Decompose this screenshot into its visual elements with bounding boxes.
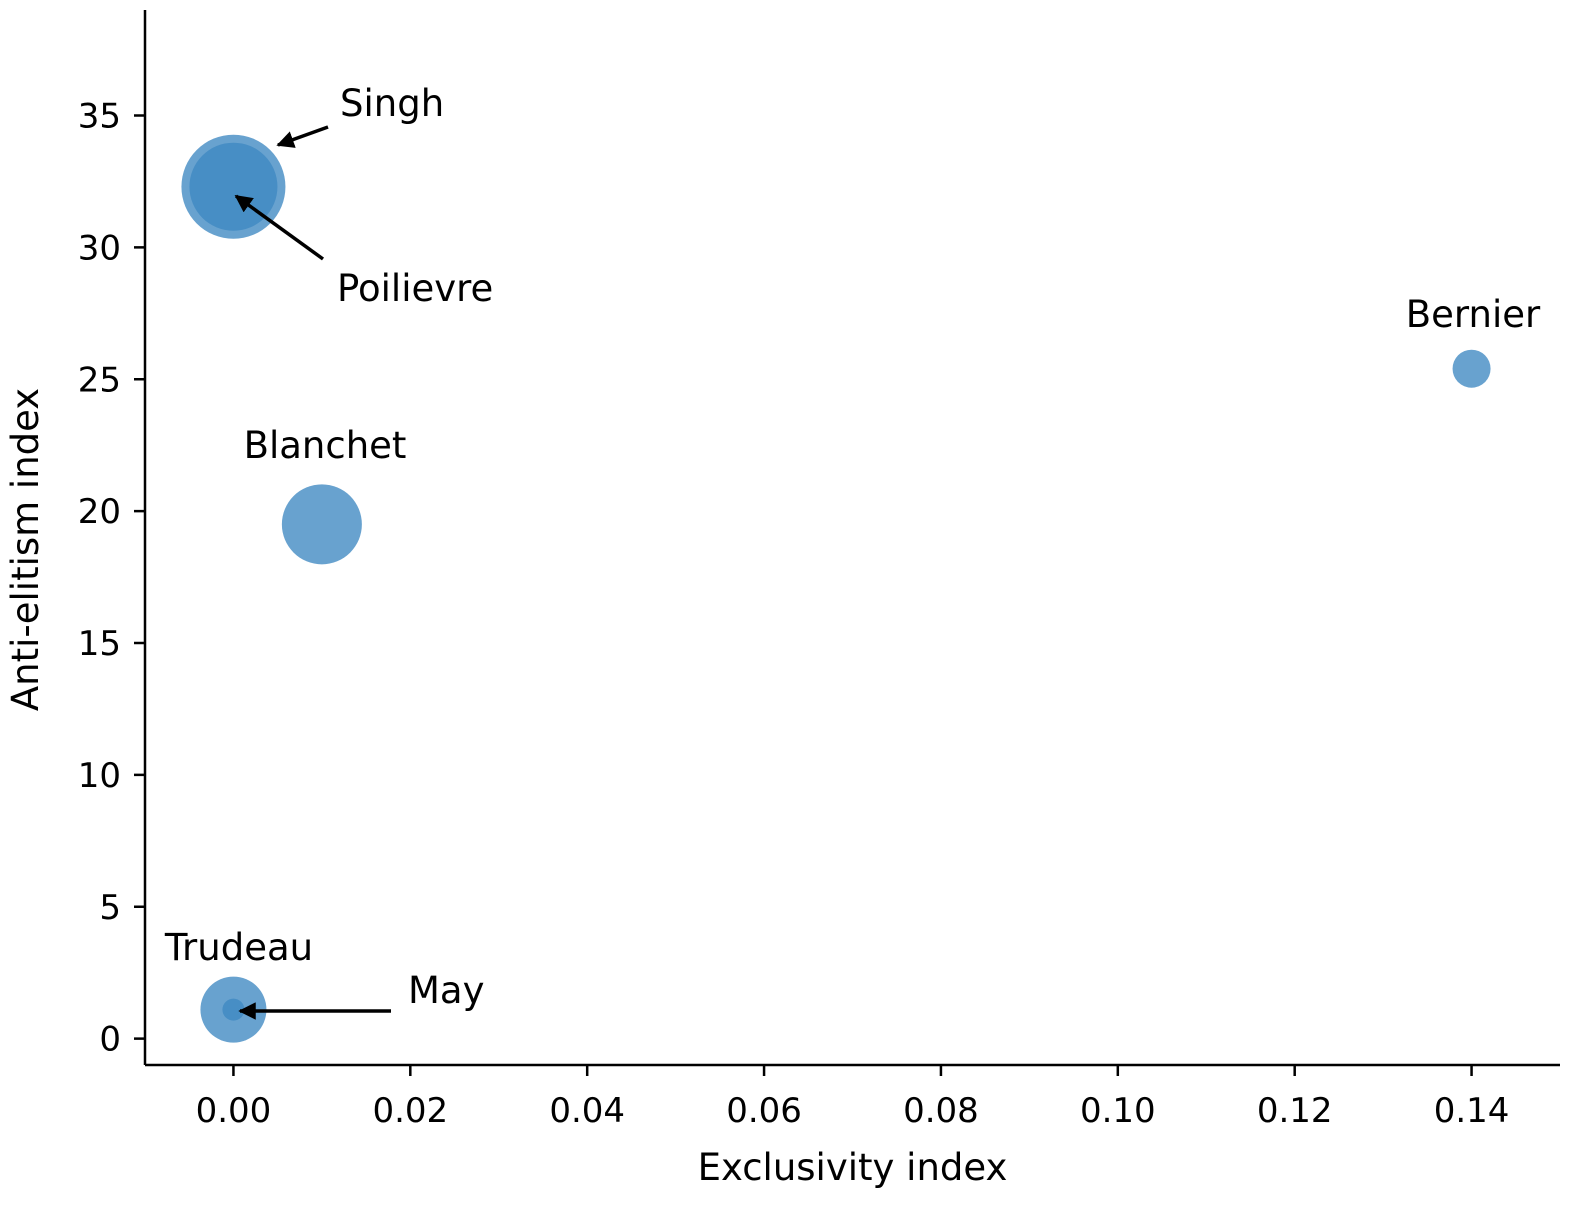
bubble-bernier xyxy=(1452,349,1491,388)
label-blanchet: Blanchet xyxy=(244,424,407,467)
x-tick-label: 0.00 xyxy=(196,1091,272,1131)
y-tick-label: 5 xyxy=(99,888,121,928)
x-axis-title: Exclusivity index xyxy=(698,1146,1008,1189)
x-tick-label: 0.10 xyxy=(1080,1091,1156,1131)
arrow-poilievre xyxy=(234,194,325,261)
x-tick-label: 0.08 xyxy=(903,1091,979,1131)
label-may: May xyxy=(408,969,485,1012)
arrow-singh xyxy=(276,125,329,148)
axes-layer xyxy=(143,10,1560,1067)
tick-layer: 0.00 0.02 0.04 0.06 0.08 0.10 0.12 0.14 0 5 10 15 20… xyxy=(78,97,1510,1132)
x-tick-label: 0.14 xyxy=(1434,1091,1510,1131)
y-tick-label: 35 xyxy=(78,97,121,137)
label-singh: Singh xyxy=(340,82,444,125)
x-tick-label: 0.02 xyxy=(372,1091,448,1131)
y-tick-label: 0 xyxy=(99,1020,121,1060)
annotation-layer: Singh Poilievre Bernier Blanchet Trudeau May xyxy=(164,82,1541,1020)
bubble-blanchet xyxy=(281,484,362,565)
x-tick-label: 0.12 xyxy=(1257,1091,1333,1131)
y-tick-label: 25 xyxy=(78,360,121,400)
label-trudeau: Trudeau xyxy=(164,926,313,969)
label-bernier: Bernier xyxy=(1406,293,1541,336)
x-tick-label: 0.04 xyxy=(549,1091,625,1131)
y-axis-title: Anti-elitism index xyxy=(4,388,47,711)
x-tick-label: 0.06 xyxy=(726,1091,802,1131)
y-tick-label: 20 xyxy=(78,492,121,532)
y-tick-label: 10 xyxy=(78,756,121,796)
label-poilievre: Poilievre xyxy=(337,267,493,310)
y-tick-label: 15 xyxy=(78,624,121,664)
y-tick-label: 30 xyxy=(78,228,121,268)
